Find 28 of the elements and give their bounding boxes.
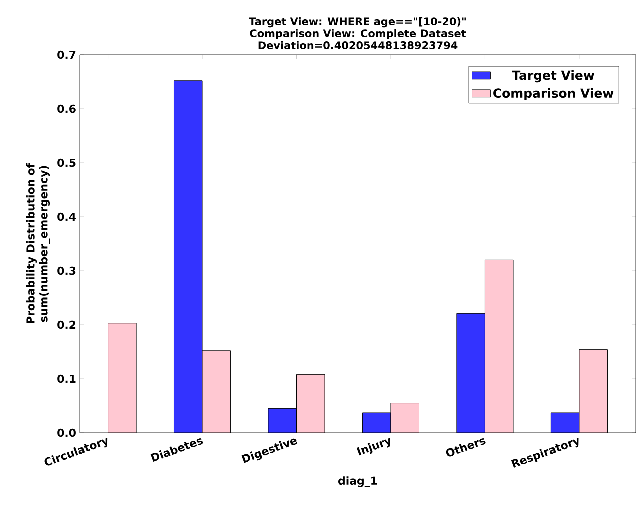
bar xyxy=(174,80,203,433)
x-tick-label: Injury xyxy=(356,438,390,456)
bar xyxy=(362,412,392,433)
bar xyxy=(390,403,420,433)
y-tick-label: 0.6 xyxy=(58,104,76,114)
bar xyxy=(456,313,486,433)
bar xyxy=(484,260,514,433)
chart-title: Target View: WHERE age=="[10-20)" xyxy=(249,17,466,28)
y-tick-label: 0.5 xyxy=(58,158,76,168)
y-tick-label: 0.1 xyxy=(58,374,76,384)
bar xyxy=(579,350,608,433)
y-tick-label: 0.3 xyxy=(58,266,76,276)
bar xyxy=(202,350,232,433)
bar xyxy=(296,374,326,433)
legend-label: Target View xyxy=(512,70,594,83)
bar xyxy=(268,408,297,433)
y-tick-label: 0.4 xyxy=(58,212,76,222)
y-tick-label: 0.0 xyxy=(58,428,76,438)
text: Deviation=0.40205448138923794 xyxy=(258,41,458,50)
bar xyxy=(550,412,580,433)
y-axis-title: Probability Distribution of sum(number_emergency) xyxy=(26,163,50,324)
bar xyxy=(108,323,137,433)
y-tick-label: 0.2 xyxy=(58,320,76,330)
chart-subtitle: Comparison View: Complete Dataset xyxy=(250,29,466,40)
x-tick-label: Others xyxy=(446,438,486,457)
x-axis-title: diag_1 xyxy=(338,476,378,488)
legend-label: Comparison View xyxy=(494,88,614,100)
y-tick-label: 0.7 xyxy=(58,50,76,60)
